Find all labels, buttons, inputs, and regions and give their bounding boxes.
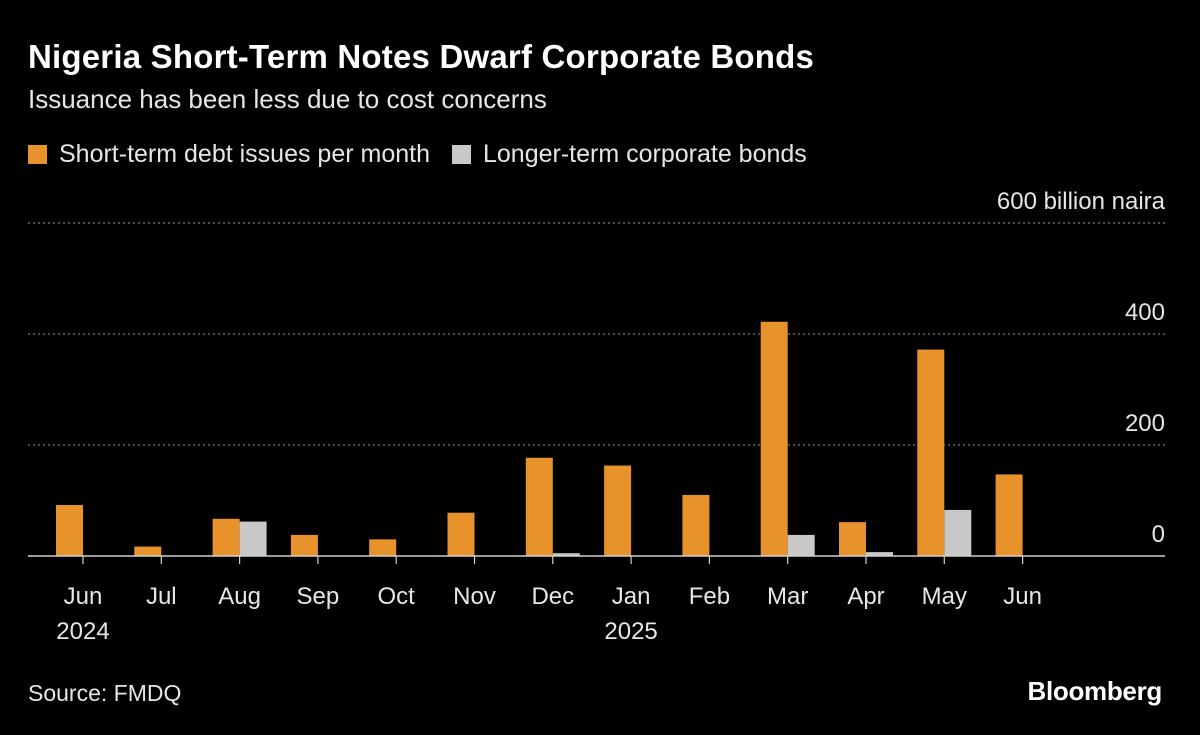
bar-corporate	[787, 534, 815, 556]
legend: Short-term debt issues per month Longer-…	[28, 138, 829, 170]
x-year-label: 2024	[56, 618, 109, 645]
bar-short-term	[760, 321, 788, 556]
source-note: Source: FMDQ	[28, 680, 182, 706]
x-tick-label: Dec	[531, 583, 574, 610]
bar-short-term	[682, 494, 710, 556]
x-tick-label: Jul	[146, 583, 177, 610]
legend-label-short-term: Short-term debt issues per month	[59, 139, 430, 168]
bar-short-term	[839, 522, 866, 556]
legend-swatch-corporate	[452, 144, 471, 164]
x-tick-label: Mar	[767, 583, 808, 610]
x-tick-label: Nov	[453, 583, 496, 610]
bar-corporate	[944, 509, 972, 556]
x-tick-label: Apr	[847, 583, 884, 610]
bar-short-term	[447, 512, 475, 556]
x-tick-label: Oct	[378, 583, 416, 610]
x-tick-label: Jun	[1003, 583, 1042, 610]
bar-short-term	[134, 546, 162, 556]
bar-short-term	[604, 465, 632, 556]
bar-short-term	[917, 349, 945, 556]
y-tick-label: 0	[1152, 521, 1165, 548]
bar-short-term	[56, 504, 83, 556]
bloomberg-logo: Bloomberg	[1027, 676, 1162, 706]
bar-corporate	[552, 553, 580, 556]
legend-label-corporate: Longer-term corporate bonds	[483, 139, 807, 168]
bar-short-term	[290, 534, 318, 556]
bar-corporate	[866, 552, 893, 556]
bar-short-term	[995, 474, 1023, 556]
legend-swatch-short-term	[28, 144, 47, 164]
bar-corporate	[239, 521, 267, 556]
x-year-label: 2025	[604, 618, 657, 645]
y-tick-label: 400	[1125, 299, 1165, 326]
bar-short-term	[525, 457, 553, 556]
x-tick-label: Aug	[218, 583, 261, 610]
y-tick-label: 600 billion naira	[997, 188, 1166, 215]
bar-short-term	[369, 539, 397, 556]
x-tick-label: Jun	[64, 583, 103, 610]
x-tick-label: Feb	[689, 583, 730, 610]
chart-subtitle: Issuance has been less due to cost conce…	[28, 84, 547, 114]
bar-short-term	[212, 518, 240, 556]
legend-item-short-term: Short-term debt issues per month	[28, 140, 430, 169]
chart-title: Nigeria Short-Term Notes Dwarf Corporate…	[28, 38, 815, 75]
x-tick-label: Sep	[297, 583, 340, 610]
x-tick-label: May	[922, 583, 967, 610]
x-tick-label: Jan	[612, 583, 651, 610]
legend-item-corporate: Longer-term corporate bonds	[452, 140, 807, 169]
y-tick-label: 200	[1125, 410, 1165, 437]
